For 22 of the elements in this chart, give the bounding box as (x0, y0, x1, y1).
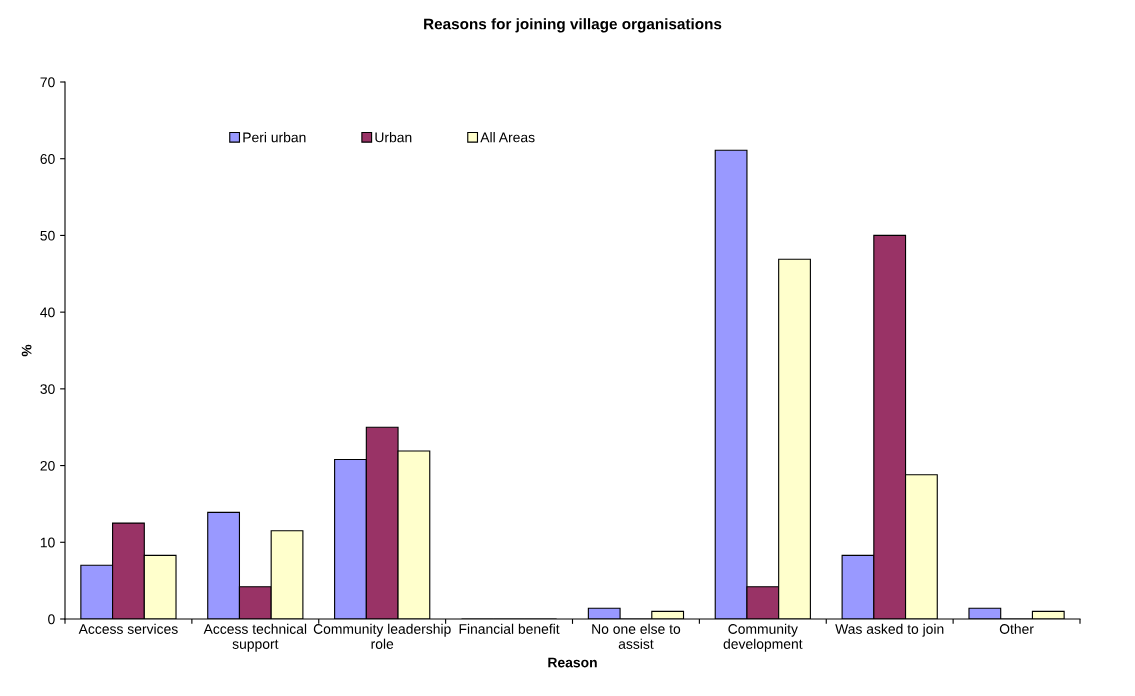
y-tick-label: 20 (40, 460, 55, 471)
y-tick-label: 30 (40, 384, 55, 395)
x-tick-label: Community leadership role (313, 623, 451, 649)
y-tick-label: 60 (40, 154, 55, 164)
x-tick-label: Access technical support (203, 623, 307, 652)
legend-label: Peri urban (243, 132, 306, 143)
x-tick-label: Other (999, 623, 1034, 634)
chart-title: Reasons for joining village organisations (424, 18, 722, 33)
y-tick-label: 0 (48, 614, 55, 625)
legend-label: Urban (375, 132, 412, 143)
x-tick-label: Community development (723, 623, 803, 652)
y-tick-label: 70 (40, 77, 55, 88)
y-axis-title: % (21, 344, 32, 357)
x-tick-label: No one else to assist (592, 623, 681, 649)
y-tick-label: 40 (40, 307, 55, 318)
y-tick-label: 50 (40, 230, 55, 241)
legend-label: All Areas (480, 132, 535, 143)
x-tick-label: Access services (78, 623, 178, 634)
x-axis-title: Reason (548, 657, 597, 668)
x-tick-label: Was asked to join (835, 623, 944, 637)
y-tick-label: 10 (40, 537, 55, 548)
x-tick-label: Financial benefit (459, 623, 560, 634)
